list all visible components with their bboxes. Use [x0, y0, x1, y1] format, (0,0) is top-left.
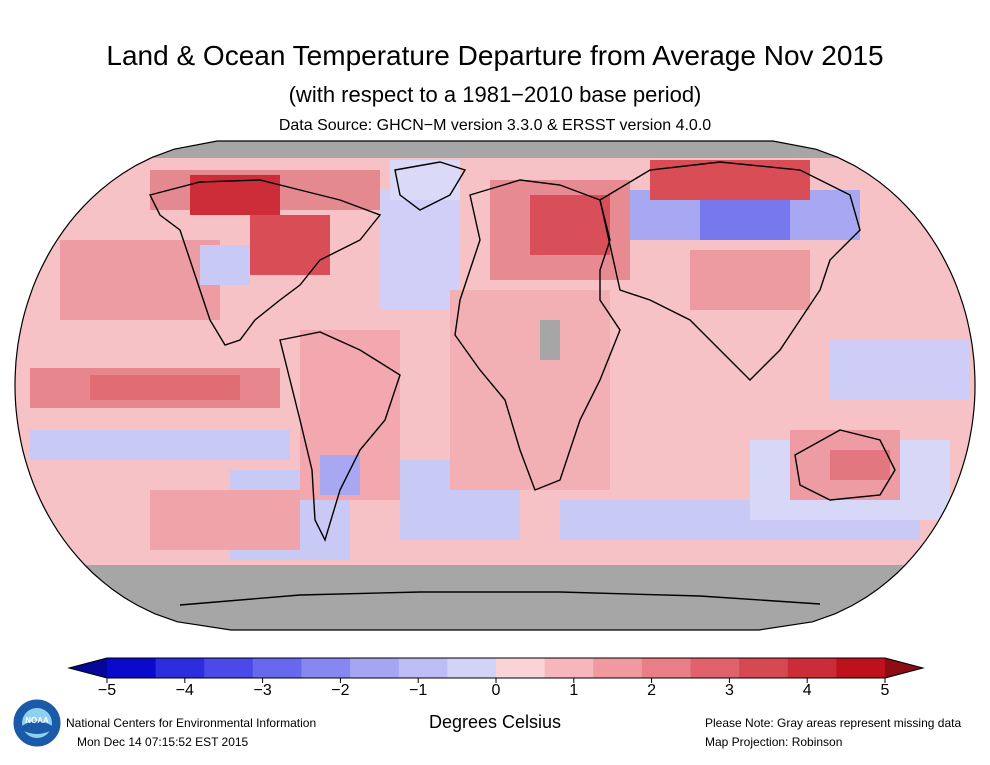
scandinavia-hot — [530, 195, 610, 255]
units-label: Degrees Celsius — [428, 712, 562, 732]
colorbar-swatch — [641, 658, 692, 678]
colorbar-swatch — [690, 658, 740, 678]
colorbar-tick-label: −2 — [331, 682, 350, 699]
colorbar-swatch — [155, 658, 205, 678]
northeast-us-hot — [250, 215, 330, 275]
colorbar-swatch — [544, 658, 594, 678]
colorbar-tick-label: −1 — [409, 682, 428, 699]
colorbar-swatch — [398, 658, 448, 678]
colorbar-tick-label: −5 — [97, 682, 117, 699]
map-body — [15, 141, 975, 630]
colorbar-swatch — [107, 658, 157, 678]
north-america-outline — [148, 179, 382, 346]
africa-warm — [450, 290, 610, 490]
colorbar-tick-label: 4 — [802, 682, 812, 699]
missing-data-note: Please Note: Gray areas represent missin… — [705, 716, 962, 730]
arctic-russia-hot — [650, 160, 810, 200]
data-source: Data Source: GHCN−M version 3.3.0 & ERSS… — [278, 117, 712, 134]
central-asia-warm — [690, 250, 810, 310]
south-pacific-cool — [30, 430, 290, 460]
west-pacific-cool — [830, 340, 970, 400]
logo-text: NOAA — [25, 716, 49, 725]
coastlines — [148, 161, 896, 606]
noaa-logo: NOAA — [12, 698, 62, 748]
colorbar-swatch — [350, 658, 400, 678]
colorbar-tick-label: −3 — [253, 682, 272, 699]
map-title: Land & Ocean Temperature Departure from … — [106, 40, 884, 71]
north-pacific-warm — [60, 240, 220, 320]
greenland-cool — [390, 160, 460, 200]
colorbar-tick-label: 3 — [724, 682, 734, 699]
colorbar-swatch — [739, 658, 789, 678]
asia-outline — [599, 161, 861, 381]
colorbar-tick-label: 2 — [647, 682, 657, 699]
colorbar-tick-label: 5 — [880, 682, 890, 699]
siberia-cold-core — [700, 200, 790, 240]
timestamp: Mon Dec 14 07:15:52 EST 2015 — [77, 735, 249, 749]
sudan-missing — [540, 320, 560, 360]
colorbar — [67, 657, 925, 683]
colorbar-high-arrow — [885, 658, 923, 678]
arctic-missing — [15, 141, 975, 158]
colorbar-swatch — [301, 658, 351, 678]
australia-hot — [830, 450, 890, 480]
south-pacific-warm — [150, 490, 300, 550]
west-us-cool — [200, 245, 250, 285]
projection-note: Map Projection: Robinson — [705, 735, 843, 749]
south-america-outline — [279, 331, 401, 542]
colorbar-swatch — [252, 658, 303, 678]
argentina-cool — [320, 455, 360, 495]
australia-outline — [794, 429, 896, 501]
antarctica-outline — [179, 591, 821, 606]
antarctic-missing — [15, 565, 975, 630]
colorbar-swatch — [204, 658, 254, 678]
map-subtitle: (with respect to a 1981−2010 base period… — [288, 82, 702, 107]
globe-outline — [14, 140, 976, 631]
colorbar-swatch — [593, 658, 643, 678]
colorbar-swatch — [836, 658, 886, 678]
colorbar-tick-label: 1 — [569, 682, 579, 699]
north-atlantic-cool — [380, 190, 460, 310]
greenland-outline — [394, 161, 467, 211]
colorbar-tick-label: −4 — [175, 682, 194, 699]
colorbar-swatch — [787, 658, 837, 678]
colorbar-low-arrow — [69, 658, 107, 678]
org-name: National Centers for Environmental Infor… — [66, 716, 317, 730]
colorbar-swatch — [496, 658, 546, 678]
pacific-warm-core — [90, 375, 240, 400]
colorbar-tick-label: 0 — [491, 682, 501, 699]
colorbar-swatch — [447, 658, 497, 678]
